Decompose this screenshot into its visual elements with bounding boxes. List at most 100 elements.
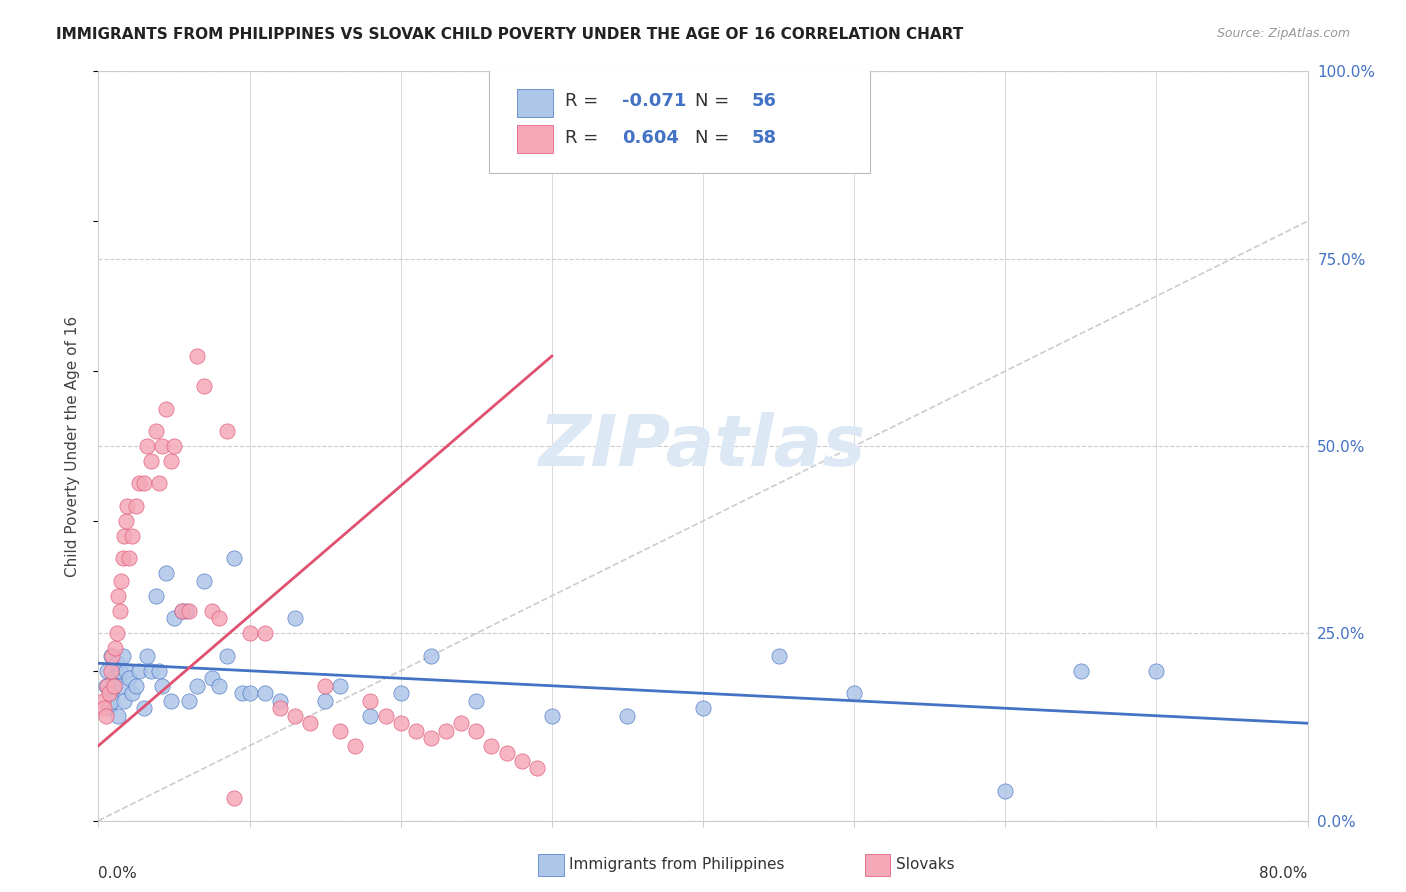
Point	[692, 701, 714, 715]
Point	[91, 694, 114, 708]
Point	[374, 708, 396, 723]
Point	[103, 671, 125, 685]
Point	[329, 723, 352, 738]
Point	[616, 708, 638, 723]
Point	[105, 626, 128, 640]
Point	[208, 679, 231, 693]
Point	[93, 701, 115, 715]
Point	[253, 686, 276, 700]
Point	[434, 723, 457, 738]
Point	[186, 349, 208, 363]
Point	[160, 454, 183, 468]
Point	[148, 664, 170, 678]
Point	[253, 626, 276, 640]
Point	[163, 439, 186, 453]
Point	[148, 476, 170, 491]
Point	[125, 679, 148, 693]
FancyBboxPatch shape	[517, 88, 553, 117]
Text: Slovaks: Slovaks	[896, 857, 955, 871]
Point	[186, 679, 208, 693]
Point	[107, 589, 129, 603]
Point	[1070, 664, 1092, 678]
Point	[112, 529, 135, 543]
Point	[231, 686, 253, 700]
Text: R =: R =	[565, 129, 605, 147]
Point	[96, 664, 118, 678]
Point	[1144, 664, 1167, 678]
Point	[170, 604, 193, 618]
Point	[150, 679, 173, 693]
Point	[125, 499, 148, 513]
Point	[420, 731, 443, 746]
FancyBboxPatch shape	[517, 125, 553, 153]
Point	[179, 604, 201, 618]
Point	[114, 664, 136, 678]
Point	[104, 679, 127, 693]
FancyBboxPatch shape	[489, 69, 870, 172]
Point	[112, 694, 135, 708]
Point	[526, 761, 548, 775]
Point	[329, 679, 352, 693]
Point	[110, 574, 132, 588]
Point	[108, 664, 131, 678]
Point	[101, 694, 124, 708]
Text: N =: N =	[695, 129, 734, 147]
Point	[465, 723, 488, 738]
Point	[141, 664, 163, 678]
Point	[94, 679, 117, 693]
Point	[299, 716, 322, 731]
Point	[118, 551, 141, 566]
Point	[101, 648, 124, 663]
Point	[344, 739, 367, 753]
Point	[481, 739, 503, 753]
Point	[389, 716, 412, 731]
Point	[132, 476, 155, 491]
Point	[141, 454, 163, 468]
Point	[208, 611, 231, 625]
Point	[224, 791, 246, 805]
Y-axis label: Child Poverty Under the Age of 16: Child Poverty Under the Age of 16	[65, 316, 80, 576]
Point	[103, 679, 125, 693]
Point	[179, 694, 201, 708]
Point	[108, 604, 131, 618]
Point	[360, 708, 382, 723]
Point	[135, 648, 157, 663]
Point	[132, 701, 155, 715]
Point	[239, 626, 262, 640]
Point	[768, 648, 790, 663]
Point	[128, 476, 150, 491]
Text: ZIPatlas: ZIPatlas	[540, 411, 866, 481]
Point	[96, 679, 118, 693]
Point	[155, 566, 177, 581]
Text: 0.0%: 0.0%	[98, 865, 138, 880]
Point	[420, 648, 443, 663]
Point	[98, 701, 121, 715]
Point	[314, 679, 336, 693]
Point	[155, 401, 177, 416]
Point	[111, 551, 134, 566]
Text: 56: 56	[751, 92, 776, 110]
Point	[193, 574, 215, 588]
Point	[114, 514, 136, 528]
Point	[284, 611, 307, 625]
Text: 0.604: 0.604	[621, 129, 679, 147]
Point	[104, 641, 127, 656]
Point	[111, 648, 134, 663]
Point	[510, 754, 533, 768]
Point	[170, 604, 193, 618]
Point	[239, 686, 262, 700]
Point	[145, 424, 167, 438]
Point	[160, 694, 183, 708]
Point	[100, 664, 122, 678]
Point	[121, 529, 143, 543]
Point	[94, 708, 117, 723]
Point	[201, 671, 224, 685]
Point	[100, 648, 122, 663]
Point	[118, 671, 141, 685]
Point	[100, 686, 122, 700]
Point	[465, 694, 488, 708]
Point	[495, 746, 517, 760]
Text: N =: N =	[695, 92, 734, 110]
Point	[193, 379, 215, 393]
Text: Source: ZipAtlas.com: Source: ZipAtlas.com	[1216, 27, 1350, 40]
